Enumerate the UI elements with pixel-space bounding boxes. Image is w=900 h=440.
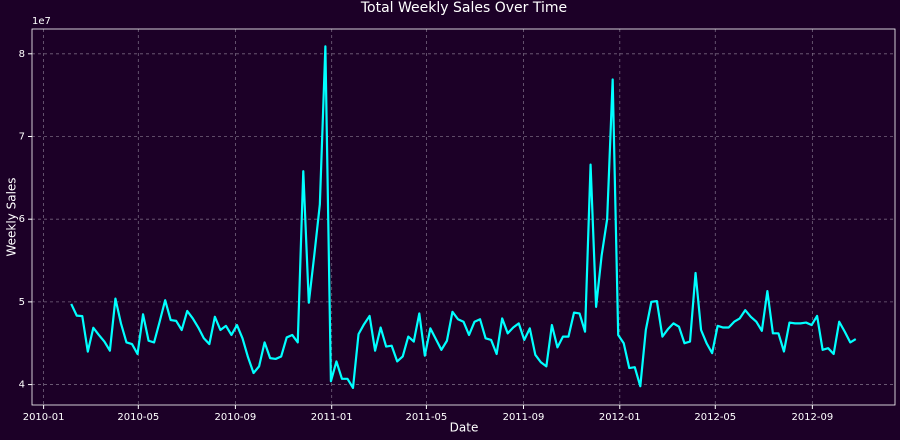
x-tick-label: 2012-05 <box>694 412 736 423</box>
x-tick-label: 2010-09 <box>214 412 256 423</box>
x-tick-label: 2010-05 <box>117 412 159 423</box>
x-axis-label: Date <box>450 421 479 435</box>
data-line <box>70 45 857 389</box>
plot-frame <box>31 28 896 406</box>
x-tick-label: 2011-05 <box>406 412 448 423</box>
y-tick-label: 6 <box>19 214 25 225</box>
x-tick-label: 2011-01 <box>311 412 353 423</box>
y-tick-label: 4 <box>19 380 25 391</box>
x-tick-label: 2012-09 <box>791 412 833 423</box>
y-tick-label: 8 <box>19 49 25 60</box>
y-tick-label: 5 <box>19 297 25 308</box>
x-tick-label: 2012-01 <box>599 412 641 423</box>
y-tick-label: 7 <box>19 131 25 142</box>
y-axis-label: Weekly Sales <box>5 177 19 256</box>
y-offset-label: 1e7 <box>32 16 51 27</box>
x-tick-label: 2011-09 <box>503 412 545 423</box>
chart-title: Total Weekly Sales Over Time <box>360 0 567 16</box>
x-tick-label: 2010-01 <box>23 412 65 423</box>
